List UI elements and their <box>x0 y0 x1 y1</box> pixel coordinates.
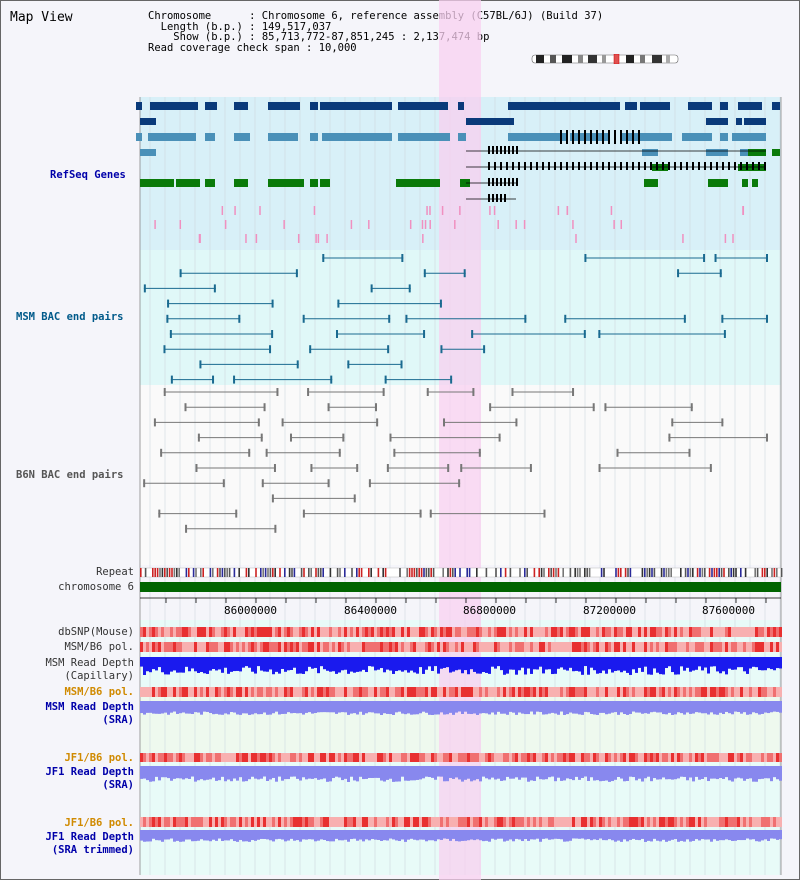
track-label-chromosome: chromosome 6 <box>58 581 134 593</box>
track-label-msm-depth-capillary-sub: (Capillary) <box>64 670 134 682</box>
chromosome-label: Chromosome <box>148 10 212 22</box>
axis-tick-label: 86000000 <box>224 604 277 617</box>
track-label-jf1-b6-pol-2: JF1/B6 pol. <box>64 817 134 829</box>
track-label-jf1-b6-pol: JF1/B6 pol. <box>64 752 134 764</box>
length-value: 149,517,037 <box>261 20 332 33</box>
track-label-msm-depth-sra: MSM Read Depth <box>45 701 134 713</box>
chromosome-value: Chromosome 6, reference assembly (C57BL/… <box>261 10 604 22</box>
axis-tick-label: 86400000 <box>344 604 397 617</box>
track-label-jf1-depth-sra-sub: (SRA) <box>102 779 134 791</box>
track-label-repeat: Repeat <box>96 566 134 578</box>
track-label-msm-bac[interactable]: MSM BAC end pairs <box>16 311 124 323</box>
chromosome-ideogram[interactable] <box>530 54 680 64</box>
track-label-msm-b6-pol-2: MSM/B6 pol. <box>64 686 134 698</box>
coverage-label: Read coverage check span <box>148 41 300 54</box>
track-label-dbsnp: dbSNP(Mouse) <box>58 626 134 638</box>
track-label-jf1-depth-trimmed: JF1 Read Depth <box>45 831 134 843</box>
track-label-jf1-depth-trimmed-sub: (SRA trimmed) <box>51 844 134 856</box>
track-label-refseq[interactable]: RefSeq Genes <box>50 169 126 181</box>
axis-tick-label: 86800000 <box>463 604 516 617</box>
show-label: Show (b.p.) <box>173 31 243 43</box>
coverage-value: 10,000 <box>318 41 357 54</box>
track-label-b6n-bac[interactable]: B6N BAC end pairs <box>16 469 124 481</box>
track-label-msm-depth-sra-sub: (SRA) <box>102 714 134 726</box>
axis-tick-label: 87200000 <box>583 604 636 617</box>
axis-tick-label: 87600000 <box>702 604 755 617</box>
track-label-jf1-depth-sra: JF1 Read Depth <box>45 766 134 778</box>
track-label-msm-b6-pol: MSM/B6 pol. <box>64 641 134 653</box>
length-label: Length (b.p.) <box>160 20 243 33</box>
region-info: Chromosome : Chromosome 6, reference ass… <box>148 10 604 54</box>
page-title: Map View <box>10 10 73 25</box>
track-label-msm-depth-capillary: MSM Read Depth <box>45 657 134 669</box>
